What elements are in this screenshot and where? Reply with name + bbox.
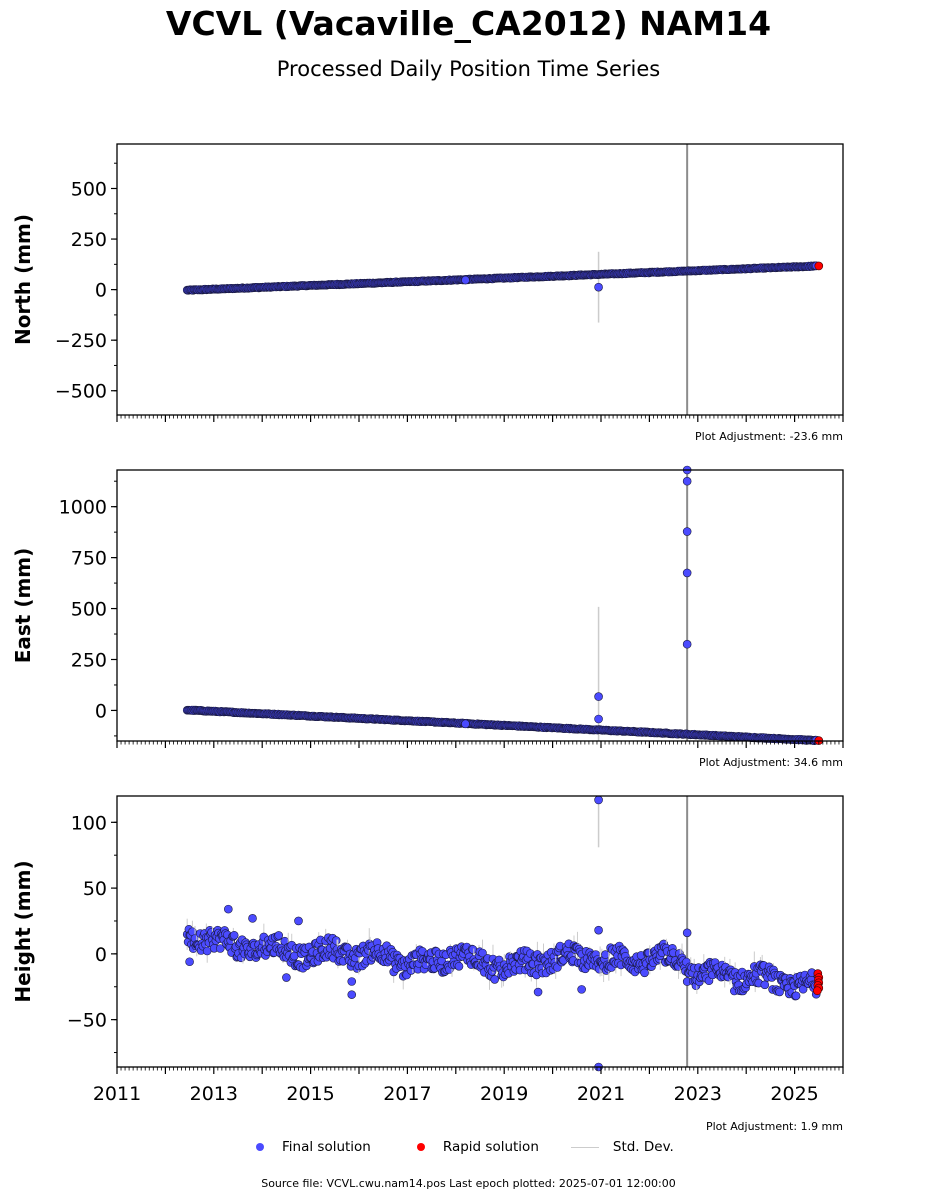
x-tick-label: 2011 [93, 1083, 141, 1105]
final-solution-point [294, 916, 303, 926]
final-solution-marker-icon [256, 1143, 264, 1151]
final-solution-point [682, 928, 692, 938]
x-tick-label: 2021 [577, 1083, 625, 1105]
final-solution-point [248, 914, 257, 923]
x-tick-label: 2023 [674, 1083, 722, 1105]
final-solution-point [594, 282, 603, 292]
final-solution-point [775, 987, 784, 997]
x-tick-label: 2025 [770, 1083, 818, 1105]
y-tick-label: −500 [55, 381, 107, 403]
rapid-solution-point [813, 986, 822, 995]
y-axis-label: Height (mm) [11, 860, 35, 1002]
legend: Final solution Rapid solution Std. Dev. [250, 1137, 702, 1157]
plot-adjustment-note: Plot Adjustment: -23.6 mm [695, 430, 843, 443]
final-solution-point [347, 990, 357, 999]
legend-std-label: Std. Dev. [612, 1139, 674, 1155]
y-tick-label: 50 [83, 878, 107, 900]
std-dev-line-icon [570, 1146, 599, 1148]
rapid-solution-point [814, 261, 824, 271]
final-solution-point [229, 930, 239, 940]
final-solution-point [594, 925, 603, 935]
x-tick-label: 2013 [190, 1083, 238, 1105]
final-solution-point [640, 968, 649, 978]
y-tick-label: 0 [95, 944, 107, 966]
final-solution-point [682, 568, 692, 578]
final-solution-point [791, 991, 801, 1001]
final-solution-point [274, 931, 284, 940]
y-tick-label: 0 [95, 700, 107, 722]
legend-rapid: Rapid solution [411, 1139, 539, 1155]
legend-final-label: Final solution [282, 1139, 371, 1155]
x-tick-label: 2015 [286, 1083, 334, 1105]
final-solution-point [594, 714, 603, 724]
final-solution-point [461, 275, 470, 285]
final-solution-point [454, 961, 464, 971]
final-solution-point [461, 719, 470, 729]
legend-std: Std. Dev. [570, 1139, 674, 1155]
panel-frame [116, 469, 844, 742]
source-footer: Source file: VCVL.cwu.nam14.pos Last epo… [261, 1177, 676, 1190]
final-solution-point [478, 948, 487, 958]
y-tick-label: 500 [71, 599, 107, 621]
final-solution-point [490, 975, 500, 984]
legend-rapid-label: Rapid solution [442, 1139, 539, 1155]
plot-adjustment-note: Plot Adjustment: 34.6 mm [699, 756, 843, 769]
y-tick-label: 0 [95, 280, 107, 302]
y-tick-label: 500 [71, 178, 107, 200]
y-tick-label: 750 [71, 548, 107, 570]
legend-final: Final solution [250, 1139, 371, 1155]
y-axis-label: East (mm) [11, 548, 35, 664]
plot-adjustment-note: Plot Adjustment: 1.9 mm [706, 1120, 843, 1133]
final-solution-point [533, 987, 543, 997]
final-solution-point [760, 980, 770, 990]
final-solution-point [682, 639, 692, 649]
final-solution-point [577, 985, 586, 994]
chart-title: VCVL (Vacaville_CA2012) NAM14 [165, 4, 772, 43]
final-solution-point [594, 692, 603, 701]
final-solution-point [331, 936, 341, 945]
rapid-solution-marker-icon [416, 1143, 425, 1151]
final-solution-point [594, 795, 603, 805]
y-tick-label: 250 [71, 229, 107, 251]
final-solution-point [347, 977, 357, 986]
final-solution-point [601, 950, 610, 959]
y-axis-label: North (mm) [11, 214, 35, 345]
x-tick-label: 2017 [383, 1083, 431, 1105]
final-solution-point [216, 944, 225, 953]
final-solution-point [682, 476, 692, 486]
y-tick-label: 100 [71, 812, 107, 834]
x-tick-label: 2019 [480, 1083, 528, 1105]
chart-subtitle: Processed Daily Position Time Series [276, 57, 661, 81]
final-solution-point [682, 527, 692, 536]
final-solution-point [282, 973, 291, 982]
final-solution-point [185, 957, 194, 967]
y-tick-label: 250 [71, 649, 107, 671]
y-tick-label: 1000 [59, 497, 107, 519]
y-tick-label: −50 [67, 1010, 107, 1032]
y-tick-label: −250 [55, 330, 107, 352]
final-solution-point [224, 904, 233, 914]
